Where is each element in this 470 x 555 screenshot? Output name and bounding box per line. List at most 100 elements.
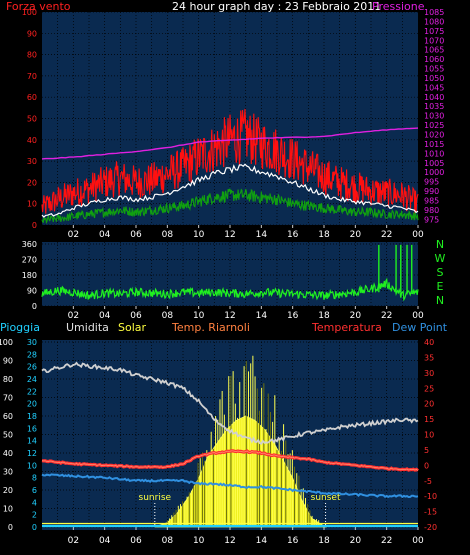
y-tick-label-rain: 2: [32, 511, 37, 520]
y-tick-label-pressure: 1000: [424, 168, 444, 177]
legend-item-2: Solar: [118, 321, 147, 334]
y-tick-label-temperature: -20: [424, 523, 437, 532]
y-axis-direction: 0 90 180 270 360: [22, 240, 37, 311]
y-tick-label-rain: 24: [27, 375, 37, 384]
annotation-sunset: sunset: [311, 493, 341, 503]
series-line-avg: [41, 188, 419, 225]
y-tick-label-temperature: 25: [424, 384, 434, 393]
y-axis-right-pressure: 9759809859909951000100510101015102010251…: [424, 8, 444, 224]
y-tick-label-direction: 360: [22, 240, 37, 249]
y-axis-left-wind: 0 10 20 30 40 50 60 70 80 90 100: [22, 8, 37, 230]
x-tick-direction-tick-label: 04: [99, 311, 111, 321]
y-tick-label-rain: 6: [32, 486, 37, 495]
y-tick-label-rain: 0: [32, 523, 37, 532]
x-tick-temperature-tick-label: 02: [68, 536, 79, 546]
x-tick-direction-tick-label: 06: [130, 311, 142, 321]
wind-pressure-chart: Forza vento 24 hour graph day : 23 Febbr…: [6, 0, 444, 240]
y-tick-label-pressure: 1020: [424, 131, 444, 140]
y-tick-label-rain: 20: [27, 400, 37, 409]
series-line-humidity: [41, 361, 419, 445]
y-tick-label-humidity: 0: [8, 523, 13, 532]
y-tick-label-humidity: 70: [3, 394, 13, 403]
grid-temperature: [42, 341, 418, 528]
x-axis-direction: 02 04 06 08 10 12 14 16 18 20 22 00: [68, 306, 424, 321]
y-tick-label-rain: 16: [27, 424, 37, 433]
y-tick-label-temperature: 15: [424, 415, 434, 424]
series-line-pressure: [41, 127, 419, 160]
compass-label: N: [436, 238, 444, 251]
y-tick-label-pressure: 1015: [424, 140, 444, 149]
y-tick-label-rain: 12: [27, 449, 37, 458]
y-tick-label-pressure: 1050: [424, 74, 444, 83]
temperature-chart: Pioggia Umidita Solar Temp. Riarnoli Tempera…: [0, 321, 448, 546]
y-tick-label-rain: 8: [32, 474, 37, 483]
x-tick-temperature-tick-label: 00: [412, 536, 424, 546]
y-tick-label-temperature: 30: [424, 369, 434, 378]
y-tick-label-pressure: 1045: [424, 83, 444, 92]
y-tick-label-pressure: 980: [424, 206, 439, 215]
y-tick-label-wind: 20: [27, 178, 37, 187]
y-tick-label-humidity: 100: [0, 338, 13, 347]
y-tick-label-wind: 80: [27, 51, 37, 60]
y-tick-label-direction: 0: [32, 302, 37, 311]
series-line-direction: [41, 277, 419, 302]
y-tick-label-wind: 50: [27, 115, 37, 124]
y-tick-label-pressure: 1025: [424, 121, 444, 130]
y-tick-label-pressure: 1085: [424, 8, 444, 17]
y-tick-label-wind: 10: [27, 200, 37, 209]
y-tick-label-pressure: 1030: [424, 112, 444, 121]
y-tick-label-rain: 18: [27, 412, 37, 421]
y-tick-label-humidity: 80: [3, 375, 13, 384]
annotations: sunrise sunset: [139, 493, 341, 527]
y-tick-label-humidity: 30: [3, 468, 13, 477]
x-tick-wind-tick-label: 04: [99, 230, 111, 240]
y-tick-label-pressure: 985: [424, 196, 439, 205]
x-tick-wind-tick-label: 20: [350, 230, 362, 240]
y-tick-label-pressure: 1075: [424, 27, 444, 36]
x-tick-temperature-tick-label: 12: [224, 536, 235, 546]
y-tick-label-rain: 30: [27, 338, 37, 347]
x-tick-direction-tick-label: 14: [256, 311, 268, 321]
series-line-wind: [41, 163, 419, 218]
y-axis-right-temperature: -20 -15 -10 -5 0 5 10 15 20 25 30 35 40: [424, 338, 437, 532]
x-tick-temperature-tick-label: 22: [381, 536, 392, 546]
x-tick-wind-tick-label: 18: [318, 230, 330, 240]
y-tick-label-pressure: 1065: [424, 46, 444, 55]
x-tick-wind-tick-label: 08: [162, 230, 174, 240]
y-tick-label-wind: 0: [32, 221, 37, 230]
y-tick-label-pressure: 1060: [424, 55, 444, 64]
compass-label: N: [436, 294, 444, 307]
x-tick-wind-tick-label: 02: [68, 230, 79, 240]
y-tick-label-rain: 14: [27, 437, 37, 446]
y-tick-label-pressure: 990: [424, 187, 439, 196]
x-tick-temperature-tick-label: 18: [318, 536, 330, 546]
y-tick-label-temperature: -15: [424, 508, 437, 517]
y-tick-label-temperature: 35: [424, 353, 434, 362]
y-tick-label-humidity: 60: [3, 412, 13, 421]
y-tick-label-pressure: 1035: [424, 102, 444, 111]
y-tick-label-pressure: 975: [424, 215, 439, 224]
x-tick-direction-tick-label: 16: [287, 311, 299, 321]
x-tick-direction-tick-label: 00: [412, 311, 424, 321]
y-tick-label-temperature: 40: [424, 338, 434, 347]
legend-item-3: Temp. Riarnoli: [171, 321, 250, 334]
legend-item-4: Temperatura: [311, 321, 382, 334]
y-tick-label-wind: 90: [27, 29, 37, 38]
legend-item-0: Pioggia: [0, 321, 40, 334]
y-tick-label-temperature: 0: [424, 461, 429, 470]
x-axis-temperature: 02 04 06 08 10 12 14 16 18 20 22 00: [68, 527, 424, 546]
x-tick-temperature-tick-label: 06: [130, 536, 142, 546]
x-tick-wind-tick-label: 22: [381, 230, 392, 240]
y-tick-label-rain: 10: [27, 461, 37, 470]
x-tick-direction-tick-label: 20: [350, 311, 362, 321]
y-tick-label-pressure: 1005: [424, 159, 444, 168]
series-direction: [41, 244, 419, 302]
y-tick-label-temperature: 20: [424, 400, 434, 409]
compass-label: E: [437, 280, 444, 293]
series-temperature: [41, 355, 419, 528]
x-tick-temperature-tick-label: 16: [287, 536, 299, 546]
y-tick-label-pressure: 1080: [424, 17, 444, 26]
y-tick-label-wind: 100: [22, 8, 37, 17]
